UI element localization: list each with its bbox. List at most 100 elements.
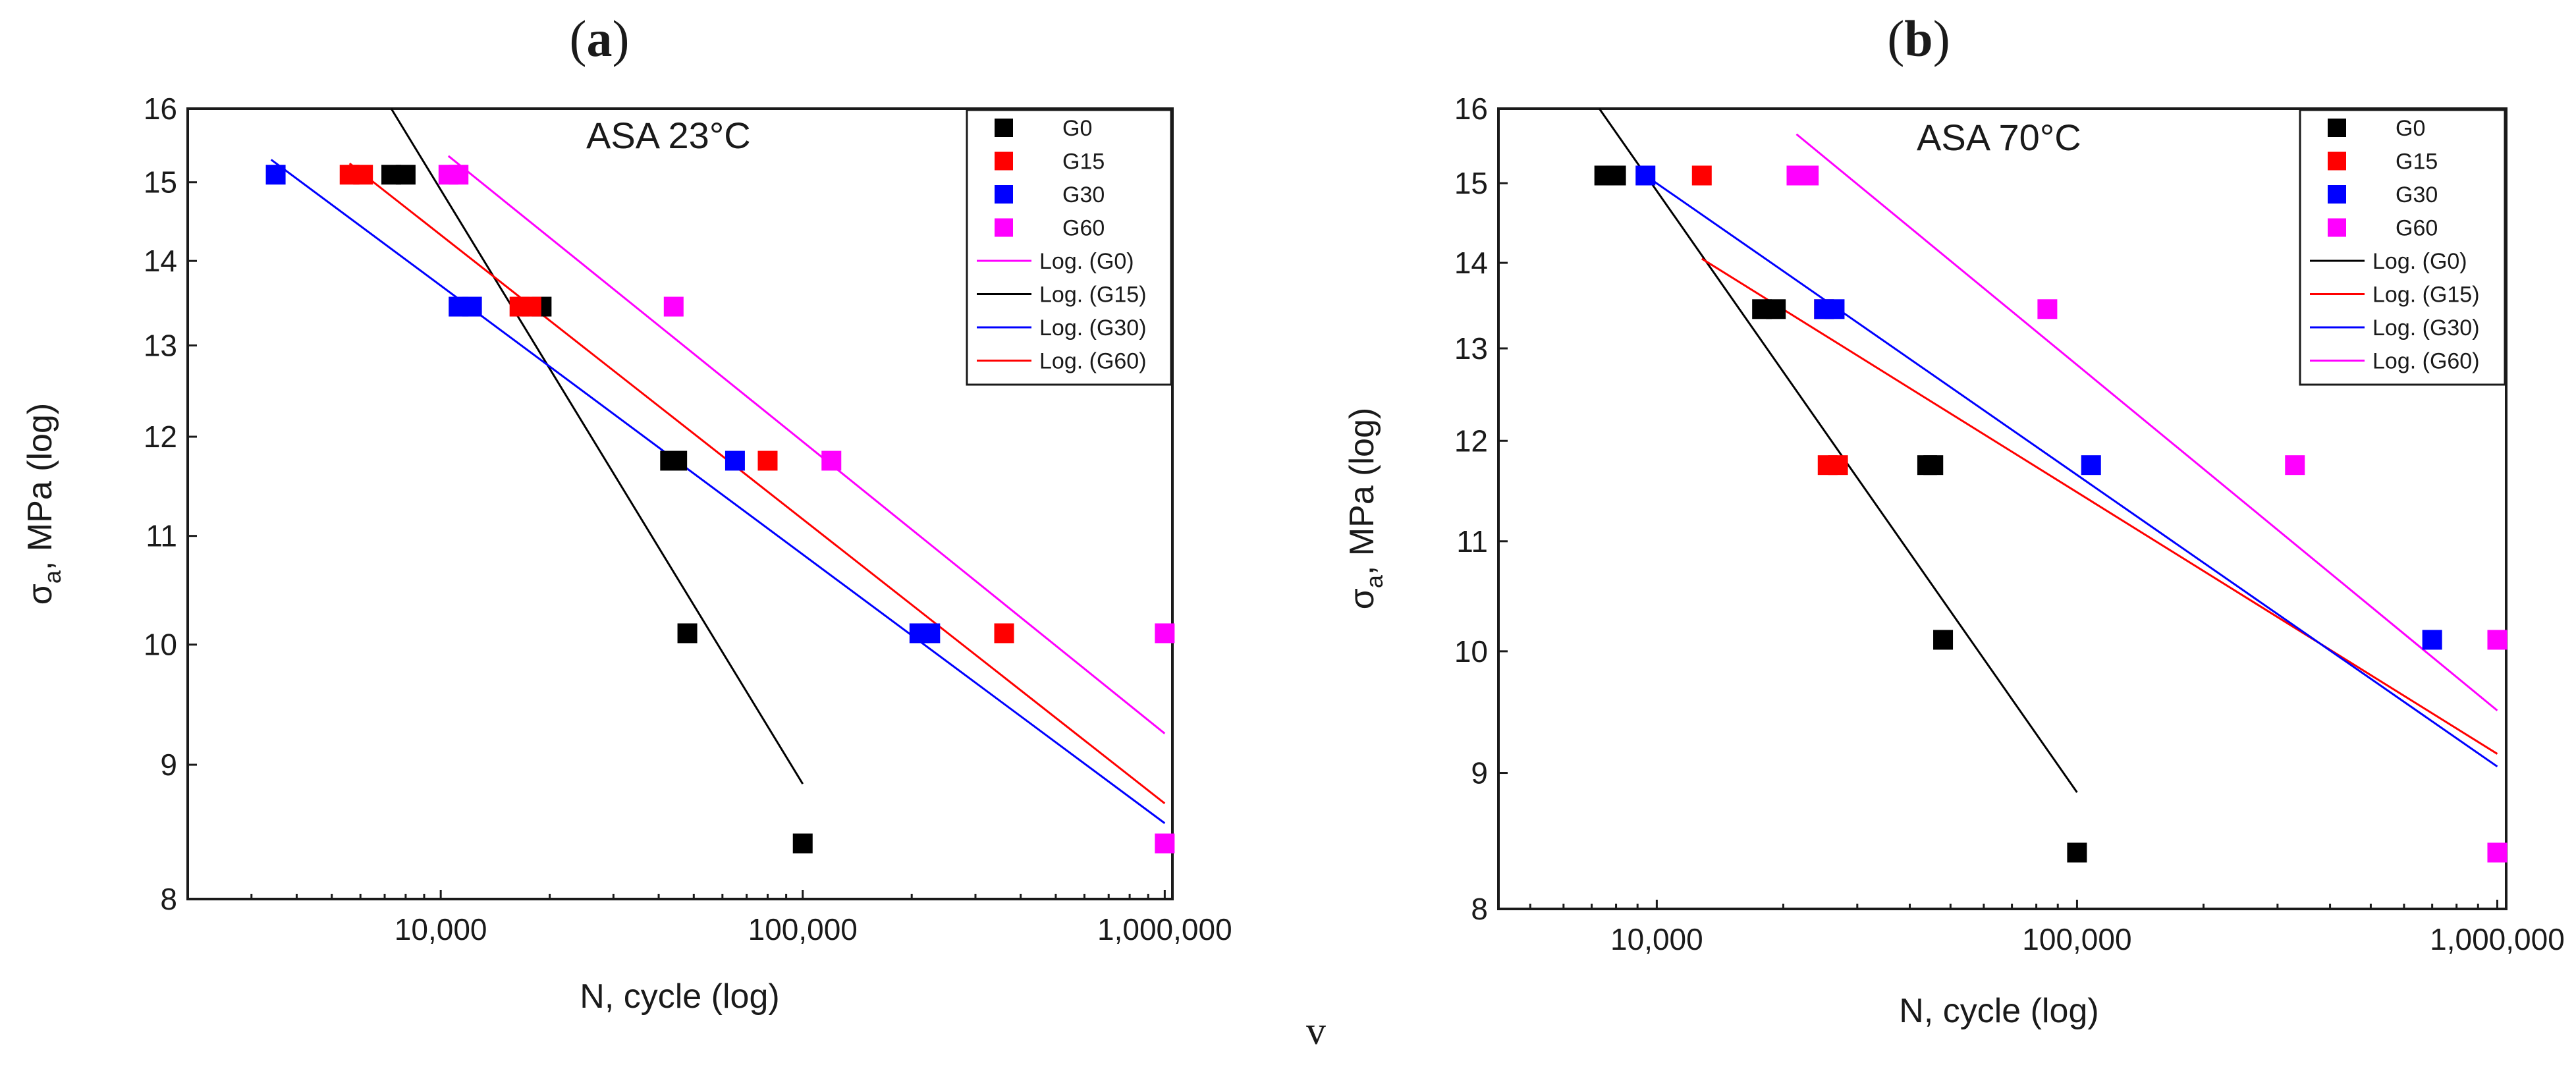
legend-label: G30	[2396, 182, 2438, 207]
legend-label: G0	[2396, 116, 2425, 141]
y-tick-label: 13	[1454, 331, 1488, 366]
legend-b: G0 G15 G30 G60 Log. (G0) Log. (G15) Log. (G30)…	[2299, 109, 2506, 386]
trend-line	[390, 108, 804, 784]
data-point	[449, 165, 469, 185]
y-tick-label: 12	[144, 420, 177, 454]
chart-b: (b) 8 9 10 11 12 13 14 15 16 10,000 100,000 1,000,…	[1343, 10, 2565, 1030]
data-point	[1606, 165, 1626, 186]
y-tick-label: 10	[1454, 634, 1488, 669]
data-point	[1635, 165, 1656, 186]
legend-label: Log. (G0)	[2372, 249, 2467, 274]
data-point	[1828, 455, 1848, 476]
x-tick-label: 1,000,000	[1097, 912, 1232, 946]
panel-label-a: (a)	[570, 10, 630, 67]
y-tick-label: 15	[1454, 166, 1488, 200]
legend-label: G0	[1062, 116, 1092, 141]
data-point	[1933, 630, 1954, 650]
data-point	[1155, 833, 1175, 854]
x-axis-ticks-b: 10,000 100,000 1,000,000	[1529, 900, 2565, 956]
legend-label: Log. (G0)	[1039, 249, 1134, 274]
y-axis-title-a: σa, MPa (log)	[21, 403, 66, 605]
y-tick-label: 14	[144, 244, 177, 278]
legend-marker	[995, 185, 1013, 204]
legend-label: G15	[2396, 150, 2438, 175]
legend-marker	[2328, 151, 2346, 171]
annotation-b: ASA 70°C	[1917, 117, 2081, 158]
data-point	[792, 833, 813, 854]
annotation-a: ASA 23°C	[586, 115, 751, 156]
y-axis-title-b: σa, MPa (log)	[1343, 408, 1388, 609]
trend-line	[270, 159, 1166, 825]
y-axis-ticks-b: 8 9 10 11 12 13 14 15 16	[1454, 92, 1508, 926]
data-point	[462, 296, 482, 317]
y-tick-label: 8	[1471, 892, 1488, 926]
y-axis-ticks-a: 8 9 10 11 12 13 14 15 16	[144, 92, 197, 916]
trend-line	[1795, 133, 2498, 711]
trend-lines-a	[270, 108, 1166, 825]
plot-frame-b	[1497, 107, 2507, 910]
data-point	[1691, 165, 1712, 186]
data-point	[1155, 623, 1175, 643]
data-point	[757, 451, 778, 471]
legend-label: Log. (G15)	[1039, 283, 1147, 308]
data-point	[1824, 299, 1845, 319]
y-tick-label: 15	[144, 165, 177, 200]
data-point	[2422, 630, 2442, 650]
y-tick-label: 16	[1454, 92, 1488, 126]
x-tick-label: 100,000	[2022, 922, 2131, 956]
footer-note: v	[1306, 1009, 1326, 1053]
trend-line	[1645, 175, 2498, 768]
legend-label: G60	[1062, 216, 1105, 241]
legend-label: G15	[1062, 150, 1105, 175]
data-point	[353, 165, 373, 185]
legend-marker	[2328, 185, 2346, 204]
trend-line	[447, 155, 1166, 734]
legend-label: Log. (G30)	[1039, 315, 1147, 341]
y-tick-label: 9	[160, 748, 177, 782]
legend-label: G60	[2396, 216, 2438, 241]
chart-a: (a) 8 9 10 11 12 13 14 15 16 10,000 100,000 1,000,…	[21, 10, 1232, 1016]
data-point	[821, 451, 842, 471]
trend-lines-b	[1598, 108, 2498, 793]
y-tick-label: 8	[160, 882, 177, 916]
data-point	[395, 165, 416, 185]
data-point	[663, 296, 684, 317]
panel-label-b: (b)	[1887, 10, 1950, 67]
data-point	[920, 623, 941, 643]
x-tick-label: 10,000	[395, 912, 487, 946]
data-point	[2081, 455, 2101, 476]
legend-label: G30	[1062, 182, 1105, 207]
y-tick-label: 12	[1454, 424, 1488, 458]
data-point	[1766, 299, 1786, 319]
x-tick-label: 100,000	[748, 912, 858, 946]
data-point	[677, 623, 698, 643]
y-tick-label: 9	[1471, 756, 1488, 790]
legend-label: Log. (G60)	[2372, 349, 2480, 374]
data-point	[1799, 165, 1819, 186]
legend-items-b: G0 G15 G30 G60 Log. (G0) Log. (G15) Log. (G30)…	[2310, 116, 2480, 374]
data-point	[2487, 842, 2507, 863]
legend-marker	[995, 218, 1013, 237]
data-point	[725, 451, 745, 471]
legend-marker	[995, 119, 1013, 137]
data-point	[2487, 630, 2507, 650]
x-axis-ticks-a: 10,000 100,000 1,000,000	[186, 890, 1232, 946]
legend-a: G0 G15 G30 G60 Log. (G0) Log. (G15) Log. (G30)…	[966, 109, 1172, 386]
data-point	[2067, 842, 2087, 863]
x-axis-title-b: N, cycle (log)	[1899, 992, 2098, 1030]
legend-marker	[2328, 218, 2346, 237]
legend-label: Log. (G30)	[2372, 315, 2480, 341]
y-tick-label: 11	[146, 519, 177, 553]
x-tick-label: 10,000	[1610, 922, 1703, 956]
data-points-b	[1594, 165, 2507, 863]
y-tick-label: 14	[1454, 246, 1488, 280]
data-point	[994, 623, 1014, 643]
trend-line	[1598, 108, 2078, 793]
data-point	[2037, 299, 2058, 319]
data-point	[521, 296, 541, 317]
data-point	[667, 451, 688, 471]
y-tick-label: 13	[144, 328, 177, 362]
trend-line	[348, 162, 1166, 804]
data-point	[2285, 455, 2305, 476]
